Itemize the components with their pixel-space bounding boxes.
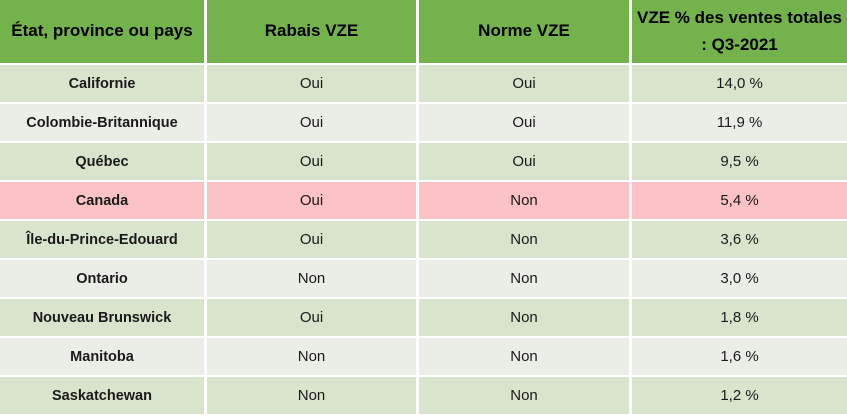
cell-share: 1,8 % [632,299,847,338]
table-body: Californie Oui Oui 14,0 % Colombie-Britanniq… [0,65,847,416]
cell-rebate: Oui [207,299,419,338]
cell-standard: Oui [419,104,632,143]
column-header-standard: Norme VZE [419,0,632,65]
cell-rebate: Non [207,338,419,377]
column-header-rebate: Rabais VZE [207,0,419,65]
table-row: Québec Oui Oui 9,5 % [0,143,847,182]
cell-share: 3,6 % [632,221,847,260]
cell-region: Colombie-Britannique [0,104,207,143]
cell-region: Saskatchewan [0,377,207,416]
table-row: Californie Oui Oui 14,0 % [0,65,847,104]
cell-standard: Non [419,377,632,416]
table-row: Île-du-Prince-Edouard Oui Non 3,6 % [0,221,847,260]
cell-region: Canada [0,182,207,221]
cell-rebate: Non [207,260,419,299]
cell-region: Île-du-Prince-Edouard [0,221,207,260]
table-header-row: État, province ou pays Rabais VZE Norme … [0,0,847,65]
cell-share: 1,2 % [632,377,847,416]
cell-share: 11,9 % [632,104,847,143]
cell-standard: Non [419,221,632,260]
column-header-region: État, province ou pays [0,0,207,65]
cell-share: 14,0 % [632,65,847,104]
cell-rebate: Non [207,377,419,416]
cell-rebate: Oui [207,143,419,182]
column-header-share: VZE % des ventes totales : Q3-2021 [632,0,847,65]
cell-share: 3,0 % [632,260,847,299]
cell-region: Ontario [0,260,207,299]
table-row: Canada Oui Non 5,4 % [0,182,847,221]
cell-standard: Oui [419,143,632,182]
cell-standard: Non [419,299,632,338]
table-header: État, province ou pays Rabais VZE Norme … [0,0,847,65]
cell-region: Nouveau Brunswick [0,299,207,338]
cell-rebate: Oui [207,182,419,221]
table-row: Nouveau Brunswick Oui Non 1,8 % [0,299,847,338]
cell-rebate: Oui [207,104,419,143]
cell-rebate: Oui [207,65,419,104]
cell-standard: Non [419,182,632,221]
cell-standard: Non [419,338,632,377]
table-row: Ontario Non Non 3,0 % [0,260,847,299]
cell-share: 5,4 % [632,182,847,221]
cell-rebate: Oui [207,221,419,260]
cell-share: 1,6 % [632,338,847,377]
cell-share: 9,5 % [632,143,847,182]
cell-standard: Oui [419,65,632,104]
table-row: Colombie-Britannique Oui Oui 11,9 % [0,104,847,143]
cell-region: Manitoba [0,338,207,377]
table-row: Manitoba Non Non 1,6 % [0,338,847,377]
table-row: Saskatchewan Non Non 1,2 % [0,377,847,416]
cell-region: Californie [0,65,207,104]
cell-region: Québec [0,143,207,182]
cell-standard: Non [419,260,632,299]
